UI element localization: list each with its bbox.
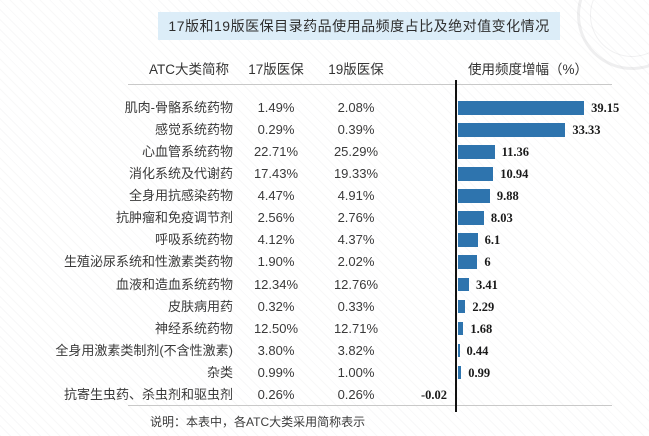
cell-17edition-value: 2.56% <box>257 210 295 226</box>
column-header-19edition: 19版医保 <box>328 62 384 77</box>
increase-bar <box>458 211 484 225</box>
table-row: 消化系统及代谢药 17.43% 19.33% 10.94 <box>0 163 649 185</box>
increase-bar <box>458 299 466 314</box>
watermark-stamp <box>577 0 649 70</box>
column-header-increase: 使用频度增幅（%） <box>467 62 588 77</box>
column-header-17edition: 17版医保 <box>248 62 304 77</box>
bar-value-label: 6.1 <box>484 233 501 248</box>
bar-value-label: 0.44 <box>466 343 489 358</box>
table-row: 皮肤病用药 0.32% 0.33% 2.29 <box>0 296 649 318</box>
cell-19edition-value: 4.91% <box>337 188 375 204</box>
cell-19edition-value: 2.08% <box>337 100 375 115</box>
increase-bar <box>458 343 460 358</box>
row-category: 呼吸系统药物 <box>154 232 233 248</box>
bar-value-label: -0.02 <box>420 387 447 402</box>
cell-17edition-value: 1.49% <box>257 100 295 115</box>
cell-17edition-value: 0.99% <box>257 364 295 380</box>
row-category: 血液和造血系统药物 <box>115 276 233 292</box>
cell-19edition-value: 0.33% <box>337 298 375 314</box>
cell-17edition-value: 12.50% <box>253 320 299 336</box>
chart-title: 17版和19版医保目录药品使用品频度占比及绝对值变化情况 <box>158 12 560 40</box>
cell-19edition-value: 0.39% <box>337 122 375 138</box>
table-row: 感觉系统药物 0.29% 0.39% 33.33 <box>0 119 649 141</box>
table-row: 抗寄生虫药、杀虫剂和驱虫剂 0.26% 0.26% -0.02 <box>0 384 649 406</box>
row-category: 全身用抗感染药物 <box>128 188 233 204</box>
increase-bar <box>458 167 494 181</box>
row-category: 全身用激素类制剂(不含性激素) <box>55 342 233 358</box>
cell-19edition-value: 2.02% <box>337 254 375 270</box>
bar-value-label: 1.68 <box>470 321 493 336</box>
bar-value-label: 0.99 <box>468 365 491 380</box>
cell-19edition-value: 19.33% <box>333 166 379 182</box>
cell-17edition-value: 12.34% <box>253 276 299 292</box>
bar-value-label: 10.94 <box>500 167 529 182</box>
increase-bar <box>458 145 495 159</box>
bar-value-label: 8.03 <box>490 211 513 226</box>
increase-bar <box>458 255 478 269</box>
header-divider-line <box>128 84 612 85</box>
bar-value-label: 6 <box>484 255 491 270</box>
cell-17edition-value: 0.29% <box>257 122 295 138</box>
table-row: 呼吸系统药物 4.12% 4.37% 6.1 <box>0 229 649 251</box>
table-row: 血液和造血系统药物 12.34% 12.76% 3.41 <box>0 274 649 296</box>
table-row: 肌肉-骨骼系统药物 1.49% 2.08% 39.15 <box>0 97 649 119</box>
cell-19edition-value: 3.82% <box>337 342 375 358</box>
cell-17edition-value: 4.47% <box>257 188 295 204</box>
row-category: 杂类 <box>206 364 233 380</box>
bar-value-label: 9.88 <box>496 189 519 204</box>
cell-17edition-value: 22.71% <box>253 144 299 160</box>
bar-value-label: 3.41 <box>475 277 498 292</box>
cell-19edition-value: 1.00% <box>337 364 375 380</box>
cell-19edition-value: 12.76% <box>333 276 379 292</box>
row-category: 感觉系统药物 <box>154 122 233 138</box>
bar-value-label: 33.33 <box>572 123 601 138</box>
table-row: 抗肿瘤和免疫调节剂 2.56% 2.76% 8.03 <box>0 207 649 229</box>
cell-17edition-value: 0.32% <box>257 298 295 314</box>
cell-17edition-value: 3.80% <box>257 342 295 358</box>
row-category: 抗寄生虫药、杀虫剂和驱虫剂 <box>63 386 233 402</box>
table-row: 杂类 0.99% 1.00% 0.99 <box>0 362 649 384</box>
bar-chart-axis <box>455 80 457 412</box>
table-row: 生殖泌尿系统和性激素类药物 1.90% 2.02% 6 <box>0 251 649 273</box>
cell-19edition-value: 2.76% <box>337 210 375 226</box>
cell-19edition-value: 25.29% <box>333 144 379 160</box>
row-category: 消化系统及代谢药 <box>128 166 233 182</box>
row-category: 肌肉-骨骼系统药物 <box>124 100 233 115</box>
increase-bar <box>458 365 462 380</box>
cell-17edition-value: 1.90% <box>257 254 295 270</box>
increase-bar <box>458 321 464 336</box>
row-category: 心血管系统药物 <box>141 144 233 160</box>
cell-17edition-value: 17.43% <box>253 166 299 182</box>
table-row: 心血管系统药物 22.71% 25.29% 11.36 <box>0 141 649 163</box>
column-header-category: ATC大类简称 <box>149 62 229 77</box>
cell-17edition-value: 4.12% <box>257 232 295 248</box>
table-row: 全身用抗感染药物 4.47% 4.91% 9.88 <box>0 185 649 207</box>
bar-value-label: 2.29 <box>472 299 495 314</box>
row-category: 抗肿瘤和免疫调节剂 <box>115 210 233 226</box>
increase-bar <box>458 101 585 115</box>
bar-value-label: 39.15 <box>591 101 620 115</box>
increase-bar <box>458 277 469 292</box>
row-category: 皮肤病用药 <box>167 298 233 314</box>
cell-19edition-value: 4.37% <box>337 232 375 248</box>
increase-bar <box>458 189 490 203</box>
table-row: 神经系统药物 12.50% 12.71% 1.68 <box>0 318 649 340</box>
table-row: 全身用激素类制剂(不含性激素) 3.80% 3.82% 0.44 <box>0 340 649 362</box>
increase-bar <box>458 233 478 247</box>
cell-17edition-value: 0.26% <box>257 386 295 402</box>
cell-19edition-value: 12.71% <box>333 320 379 336</box>
cell-19edition-value: 0.26% <box>337 386 375 402</box>
increase-bar <box>458 123 566 137</box>
footnote: 说明：本表中，各ATC大类采用简称表示 <box>150 415 366 429</box>
row-category: 神经系统药物 <box>154 320 233 336</box>
row-category: 生殖泌尿系统和性激素类药物 <box>63 254 233 270</box>
table-bottom-divider-line <box>128 405 612 406</box>
bar-value-label: 11.36 <box>501 145 530 160</box>
